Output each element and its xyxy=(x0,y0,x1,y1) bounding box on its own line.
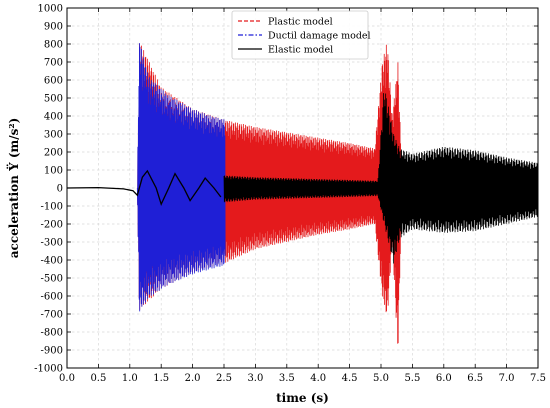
y-tick-label: 700 xyxy=(44,58,63,69)
y-tick-label: 600 xyxy=(44,76,63,87)
y-tick-label: -500 xyxy=(41,274,63,285)
legend-label: Ductil damage model xyxy=(268,31,371,42)
x-tick-label: 0.5 xyxy=(90,373,106,384)
x-tick-label: 7.0 xyxy=(499,373,515,384)
x-tick-label: 3.0 xyxy=(247,373,263,384)
x-tick-label: 1.0 xyxy=(122,373,138,384)
y-tick-label: -800 xyxy=(41,328,63,339)
legend-box xyxy=(231,10,369,60)
y-tick-label: 0 xyxy=(57,184,63,195)
y-axis-ticks: -1000-900-800-700-600-500-400-300-200-10… xyxy=(34,4,538,375)
series-elastic-model-transient xyxy=(67,169,222,207)
y-tick-label: -1000 xyxy=(34,364,63,375)
legend: Plastic model Ductil damage model Elastic … xyxy=(231,10,371,60)
legend-label: Elastic model xyxy=(268,45,333,56)
x-tick-label: 4.0 xyxy=(310,373,326,384)
y-tick-label: -300 xyxy=(41,238,63,249)
y-tick-label: -200 xyxy=(41,220,63,231)
series-elastic-model xyxy=(223,93,538,264)
y-tick-label: 800 xyxy=(44,40,63,51)
x-tick-label: 2.5 xyxy=(216,373,232,384)
x-tick-label: 4.5 xyxy=(342,373,358,384)
legend-label: Plastic model xyxy=(268,17,333,28)
y-tick-label: -700 xyxy=(41,310,63,321)
y-tick-label: 1000 xyxy=(38,4,63,15)
y-tick-label: 300 xyxy=(44,130,63,141)
y-tick-label: 400 xyxy=(44,112,63,123)
x-axis-ticks: 0.0 0.5 1.0 1.5 2.0 2.5 3.0 3.5 4.0 4.5 5.0 5.5 6.0 6… xyxy=(59,8,546,384)
y-tick-label: -400 xyxy=(41,256,63,267)
series-group xyxy=(67,43,538,344)
y-axis-label: acceleration Ÿ (m/s²) xyxy=(6,118,21,259)
y-tick-label: 500 xyxy=(44,94,63,105)
x-tick-label: 1.5 xyxy=(153,373,169,384)
y-tick-label: 100 xyxy=(44,166,63,177)
x-axis-label: time (s) xyxy=(276,391,329,405)
y-tick-label: 200 xyxy=(44,148,63,159)
x-tick-label: 5.0 xyxy=(373,373,389,384)
y-tick-label: -600 xyxy=(41,292,63,303)
plot-area xyxy=(67,43,538,344)
y-tick-label: -900 xyxy=(41,346,63,357)
x-tick-label: 7.5 xyxy=(530,373,546,384)
x-tick-label: 2.0 xyxy=(185,373,201,384)
x-tick-label: 5.5 xyxy=(404,373,420,384)
series-ductil-damage-model xyxy=(136,43,226,312)
y-tick-label: -100 xyxy=(41,202,63,213)
x-tick-label: 6.0 xyxy=(436,373,452,384)
plot-frame xyxy=(66,7,539,369)
y-tick-label: 900 xyxy=(44,22,63,33)
x-tick-label: 3.5 xyxy=(279,373,295,384)
x-tick-label: 0.0 xyxy=(59,373,75,384)
x-tick-label: 6.5 xyxy=(467,373,483,384)
